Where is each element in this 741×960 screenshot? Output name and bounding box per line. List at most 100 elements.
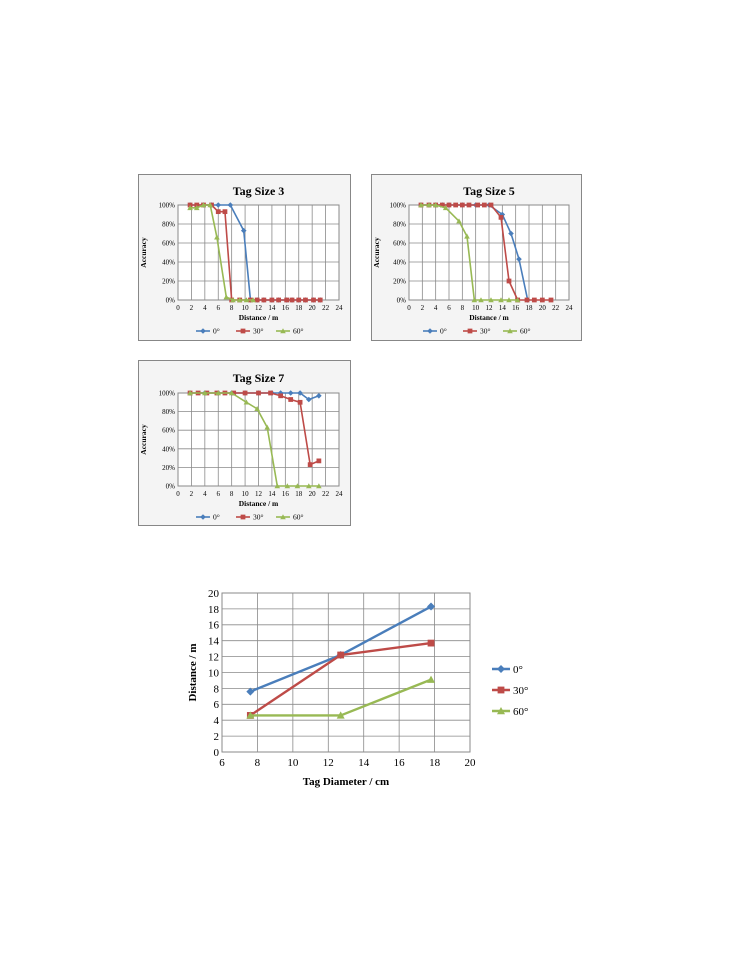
chart-tag-size-7: Tag Size 7 0 2 4 6 8 10 12 14 16 18 20 22 24 0% 20% 40% 6… [138, 360, 351, 526]
x-axis-label: Distance / m [239, 313, 279, 322]
data-point [297, 390, 303, 396]
x-tick-label: 8 [461, 304, 465, 312]
data-point [427, 602, 436, 611]
x-tick-label: 4 [203, 304, 207, 312]
data-point [207, 202, 213, 208]
data-point [194, 202, 200, 208]
data-point [297, 399, 303, 405]
x-tick-label: 20 [539, 304, 547, 312]
legend-marker [240, 328, 246, 334]
x-tick-label: 14 [499, 304, 507, 312]
chart-tag-size-3-svg: Tag Size 30 2 4 6 8 10 12 14 16 18 20 22 240%20%40%6… [138, 174, 351, 341]
data-point [228, 390, 235, 396]
legend: 0° 30° 60° [423, 327, 531, 336]
y-tick-label: 20% [162, 277, 175, 285]
data-point [276, 297, 282, 303]
x-tick-label: 20 [309, 490, 317, 498]
x-tick-label: 16 [282, 490, 290, 498]
x-tick-label: 18 [526, 304, 534, 312]
x-tick-label: 12 [323, 757, 334, 769]
x-tick-label: 8 [255, 757, 261, 769]
x-tick-label: 0 [407, 304, 411, 312]
x-tick-label: 10 [472, 304, 480, 312]
y-tick-label: 18 [208, 604, 220, 616]
data-point [231, 390, 237, 396]
series-2 [418, 202, 521, 303]
data-point [250, 297, 256, 303]
legend-marker [497, 686, 505, 694]
data-point [236, 297, 243, 303]
data-point [202, 390, 208, 396]
legend-marker [240, 514, 246, 520]
data-point [230, 297, 236, 303]
data-point [269, 297, 275, 303]
x-axis-label: Distance / m [469, 313, 509, 322]
data-point [277, 390, 284, 396]
data-point [456, 218, 462, 224]
data-point [254, 297, 260, 303]
y-tick-label: 6 [214, 699, 220, 711]
y-axis-label: Accuracy [372, 237, 381, 268]
x-tick-label: 16 [282, 304, 290, 312]
x-tick-label: 14 [268, 304, 276, 312]
y-tick-label: 2 [214, 731, 220, 743]
data-point [316, 392, 322, 399]
chart-title: Tag Size 5 [463, 184, 515, 198]
data-point [539, 297, 545, 303]
data-point [498, 214, 504, 220]
y-tick-label: 80% [393, 220, 406, 228]
data-point [289, 297, 295, 303]
x-tick-label: 4 [203, 490, 207, 498]
data-point [453, 202, 459, 208]
data-point [187, 390, 193, 396]
y-tick-label: 20 [208, 588, 220, 600]
x-tick-label: 18 [295, 304, 303, 312]
x-tick-label: 16 [394, 757, 406, 769]
data-point [303, 297, 308, 303]
data-point [475, 202, 481, 208]
y-tick-label: 0% [166, 482, 176, 490]
data-point [548, 297, 554, 303]
data-point [514, 297, 521, 303]
y-tick-label: 20% [162, 464, 175, 472]
data-point [268, 390, 273, 396]
x-tick-label: 10 [242, 304, 250, 312]
y-tick-label: 14 [208, 636, 220, 648]
x-tick-label: 12 [486, 304, 494, 312]
data-point [274, 483, 281, 489]
legend-label: 60° [513, 706, 528, 718]
y-tick-label: 12 [208, 651, 219, 663]
y-tick-label: 40% [393, 258, 406, 266]
x-tick-label: 2 [190, 304, 194, 312]
data-point [418, 202, 424, 208]
legend-marker [280, 328, 286, 334]
data-point [242, 390, 248, 396]
legend-label: 30° [513, 685, 528, 697]
data-point [214, 234, 220, 240]
data-point [246, 687, 255, 696]
legend-marker [497, 665, 505, 673]
y-tick-label: 60% [162, 239, 175, 247]
x-tick-label: 24 [336, 304, 344, 312]
chart-tag-size-5-svg: Tag Size 50 2 4 6 8 10 12 14 16 18 20 22 240%20%40%6… [371, 174, 582, 341]
legend-marker [507, 328, 513, 334]
data-point [459, 202, 465, 208]
y-tick-label: 8 [214, 683, 220, 695]
data-point [311, 297, 316, 303]
data-point [336, 711, 345, 719]
series-2 [187, 390, 322, 489]
x-tick-label: 20 [465, 757, 477, 769]
legend-marker [497, 707, 505, 715]
y-tick-label: 40% [162, 258, 175, 266]
legend-marker [200, 328, 206, 334]
legend-label: 60° [293, 513, 304, 522]
legend-label: 60° [520, 327, 531, 336]
data-point [498, 297, 504, 303]
x-axis-label: Tag Diameter / cm [303, 776, 389, 788]
data-point [524, 297, 530, 303]
x-tick-label: 12 [255, 490, 263, 498]
x-tick-label: 22 [552, 304, 560, 312]
y-tick-label: 80% [162, 220, 175, 228]
legend-label: 30° [480, 327, 491, 336]
data-point [222, 209, 228, 215]
